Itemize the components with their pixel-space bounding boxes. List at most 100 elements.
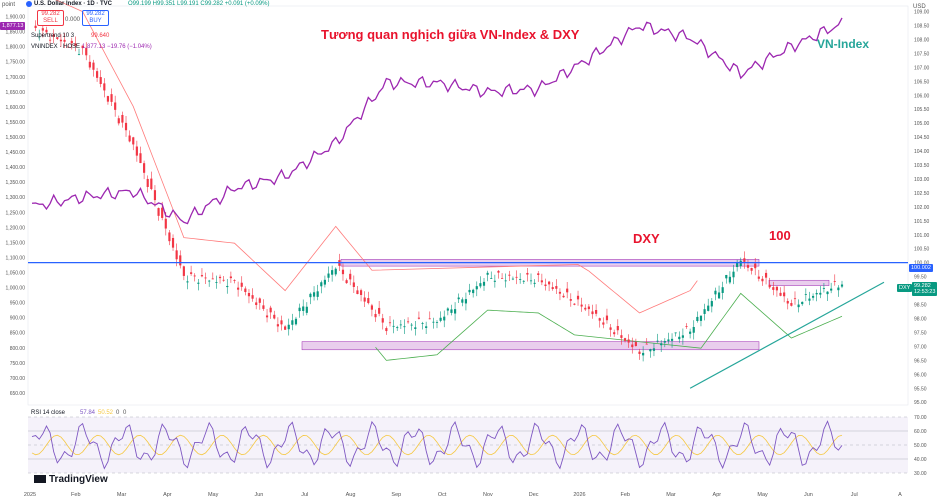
vnindex-price-badge: 1,877.13 [0, 22, 26, 30]
right-tick-label: 100.00 [914, 261, 930, 267]
left-tick-label: 1,100.00 [6, 255, 26, 261]
candle-body [504, 280, 507, 282]
candle-body [728, 276, 731, 283]
candle-body [77, 54, 81, 55]
candle-body [74, 43, 77, 46]
candle-body [378, 307, 381, 314]
candle-body [721, 287, 724, 293]
rsi-tick-label: 40.00 [914, 457, 927, 463]
candle-body [96, 71, 99, 78]
candle-body [331, 270, 334, 275]
right-tick-label: 107.50 [914, 51, 930, 57]
sell-button[interactable]: 99.282 SELL [37, 10, 64, 26]
candle-body [710, 301, 713, 307]
price-pane-frame [27, 5, 909, 406]
candle-body [414, 327, 417, 329]
right-tick-label: 106.50 [914, 79, 930, 85]
candle-body [352, 282, 355, 287]
candle-body [38, 36, 41, 38]
candle-body [417, 317, 421, 319]
candle-body [551, 287, 554, 290]
candle-body [168, 232, 171, 242]
candle-body [613, 332, 616, 335]
candle-body [110, 94, 113, 102]
left-tick-label: 1,900.00 [6, 15, 26, 21]
candle-body [262, 305, 265, 309]
supertrend-lines [55, 0, 843, 361]
candle-body [515, 276, 518, 278]
candle-body [88, 61, 91, 68]
candle-body [171, 237, 175, 248]
vnindex-legend[interactable]: VNINDEX · HOSE [31, 44, 81, 50]
candle-body [218, 276, 222, 279]
left-tick-label: 1,850.00 [6, 30, 26, 36]
candle-body [833, 281, 836, 282]
candle-body [457, 297, 460, 300]
candle-body [421, 323, 424, 324]
candle-body [316, 291, 319, 297]
candle-body [240, 282, 243, 287]
buy-label: BUY [89, 18, 102, 24]
candle-body [786, 300, 789, 304]
sell-label: SELL [43, 18, 58, 24]
candle-body [508, 274, 511, 276]
candle-body [461, 299, 464, 303]
time-tick-label: 2026 [573, 492, 585, 498]
candle-body [197, 282, 200, 284]
left-tick-label: 700.00 [10, 376, 26, 382]
candle-body [631, 344, 634, 348]
candle-body [450, 309, 453, 313]
candle-body [280, 320, 283, 325]
candle-body [602, 322, 605, 325]
left-tick-label: 850.00 [10, 331, 26, 337]
symbol-title[interactable]: U.S. Dollar Index · 1D · TVC [34, 1, 113, 7]
candle-body [645, 343, 648, 345]
candle-body [41, 28, 44, 31]
dxy-last-price: 99.282 [914, 283, 931, 289]
supertrend-value: 99.640 [91, 33, 110, 39]
candle-body [208, 280, 211, 282]
right-tick-label: 103.00 [914, 177, 930, 183]
candle-body [269, 307, 272, 313]
candle-body [501, 277, 504, 279]
candle-body [837, 287, 840, 291]
candle-body [522, 280, 525, 282]
candle-body [67, 46, 70, 48]
candle-body [490, 277, 493, 279]
candle-body [566, 288, 569, 293]
candle-body [92, 62, 95, 70]
candle-body [124, 122, 128, 131]
candle-body [222, 279, 225, 281]
tradingview-logo[interactable]: TradingView [34, 474, 108, 485]
supertrend-down-line [55, 0, 698, 314]
candle-body [349, 273, 352, 280]
candle-body [717, 292, 721, 299]
candle-body [605, 315, 609, 321]
candle-body [153, 190, 157, 201]
supertrend-up-line [375, 292, 843, 361]
overlay-lines [28, 262, 908, 389]
candle-body [548, 281, 551, 285]
hline-price-tag: 100.002 [909, 264, 933, 272]
candle-body [45, 29, 48, 33]
dxy-candles [34, 20, 844, 362]
left-tick-label: 1,550.00 [6, 120, 26, 126]
candle-body [678, 336, 681, 340]
candle-body [410, 324, 413, 326]
candle-body [685, 326, 688, 328]
buy-button[interactable]: 99.282 BUY [82, 10, 109, 26]
candle-body [757, 276, 760, 279]
candle-body [815, 292, 818, 295]
rsi-pane: 70.00 60.00 50.00 40.00 30.00 [28, 415, 927, 477]
rsi-tick-label: 60.00 [914, 429, 927, 435]
candle-body [63, 39, 66, 42]
supertrend-legend[interactable]: Supertrend 10 3 [31, 33, 75, 39]
candle-body [804, 294, 807, 295]
right-tick-label: 104.50 [914, 135, 930, 141]
candle-body [652, 348, 656, 351]
candle-body [797, 304, 800, 308]
candle-body [754, 263, 757, 269]
rsi-legend[interactable]: RSI 14 close [31, 410, 66, 416]
candle-body [175, 250, 178, 260]
